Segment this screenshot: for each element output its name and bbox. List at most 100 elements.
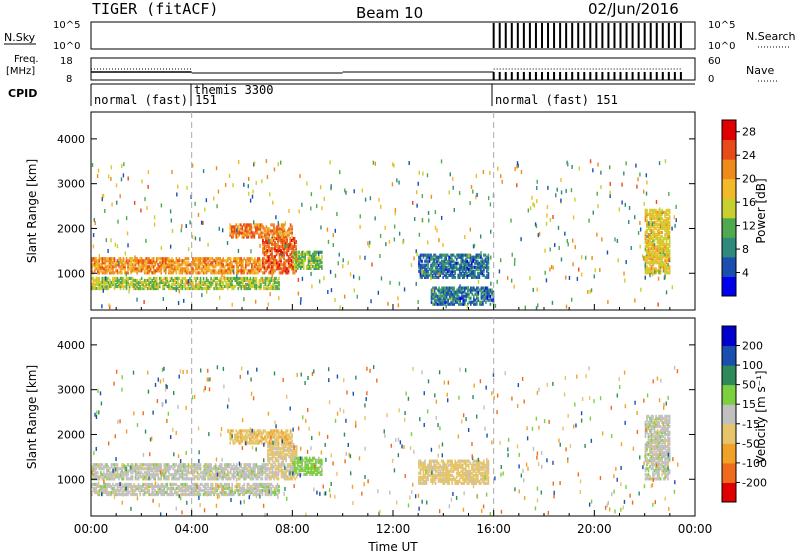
scatter-cell [246, 227, 248, 231]
scatter-cell [109, 473, 111, 477]
scatter-cell [128, 267, 131, 271]
scatter-cell [151, 286, 153, 291]
scatter-cell [104, 263, 107, 267]
scatter-cell [137, 263, 140, 267]
scatter-cell [281, 243, 284, 247]
scatter-cell [220, 280, 223, 285]
scatter-cell [464, 273, 467, 277]
scatter-cell [152, 477, 155, 481]
scatter-cell [226, 269, 229, 273]
scatter-cell [166, 469, 169, 473]
scatter-cell [181, 269, 184, 273]
scatter-cell [187, 286, 190, 291]
scatter-cell [133, 269, 135, 273]
scatter-cell [113, 286, 116, 291]
scatter-cell [247, 231, 250, 235]
scatter-cell [155, 471, 158, 475]
scatter-cell [158, 484, 161, 489]
scatter-cell [168, 282, 170, 287]
scatter-cell [131, 257, 134, 261]
scatter-cell [487, 261, 490, 265]
scatter-cell [483, 286, 486, 290]
scatter-cell [275, 280, 277, 285]
scatter-cell [478, 267, 481, 271]
scatter-cell [650, 208, 653, 212]
scatter-cell [91, 269, 93, 273]
scatter-cell [470, 288, 472, 292]
scatter-cell [652, 238, 654, 243]
scatter-cell [402, 240, 404, 245]
scatter-cell [168, 265, 170, 269]
scatter-cell [239, 223, 242, 227]
scatter-cell [110, 484, 113, 489]
scatter-cell [460, 259, 463, 263]
scatter-cell [301, 260, 303, 264]
scatter-cell [177, 262, 179, 267]
scatter-cell [143, 261, 146, 265]
scatter-cell [106, 492, 108, 497]
scatter-cell [282, 225, 284, 229]
scatter-cell [243, 475, 246, 479]
scatter-cell [580, 255, 583, 260]
scatter-cell [469, 253, 472, 257]
scatter-cell [207, 467, 209, 471]
scatter-cell [567, 242, 569, 247]
scatter-cell [256, 223, 259, 227]
scatter-cell [668, 210, 671, 214]
scatter-cell [148, 471, 150, 475]
scatter-cell [94, 261, 96, 265]
scatter-cell [121, 469, 123, 473]
scatter-cell [459, 296, 462, 300]
scatter-cell [218, 295, 221, 300]
scatter-cell [260, 282, 262, 287]
scatter-cell [476, 292, 478, 296]
scatter-cell [291, 451, 293, 455]
nave-tick-top: 60 [708, 56, 721, 67]
scatter-cell [288, 463, 290, 467]
scatter-cell [270, 229, 272, 233]
scatter-cell [450, 286, 452, 290]
scatter-cell [319, 258, 322, 262]
scatter-cell [623, 271, 625, 276]
scatter-cell [273, 451, 275, 455]
scatter-cell [271, 243, 273, 247]
scatter-cell [192, 267, 194, 271]
scatter-cell [248, 284, 250, 289]
scatter-cell [137, 465, 140, 469]
scatter-cell [149, 492, 152, 497]
scatter-cell [172, 269, 175, 273]
scatter-cell [174, 471, 176, 475]
scatter-cell [205, 259, 208, 263]
scatter-cell [106, 475, 108, 479]
scatter-cell [468, 292, 471, 296]
scatter-cell [125, 261, 128, 265]
scatter-cell [266, 251, 269, 255]
scatter-cell [133, 267, 135, 271]
scatter-cell [169, 465, 172, 469]
scatter-cell [480, 290, 483, 294]
scatter-cell [139, 465, 141, 469]
scatter-cell [134, 282, 137, 287]
scatter-cell [190, 463, 193, 467]
scatter-cell [91, 267, 93, 271]
scatter-cell [311, 260, 314, 264]
scatter-cell [175, 261, 178, 265]
scatter-cell [292, 258, 294, 262]
scatter-cell [249, 269, 252, 273]
scatter-cell [142, 286, 144, 291]
scatter-cell [210, 477, 212, 481]
scatter-cell [655, 269, 657, 273]
scatter-cell [204, 471, 206, 475]
scatter-cell [140, 208, 142, 213]
scatter-cell [101, 304, 103, 309]
scatter-cell [471, 300, 474, 304]
scatter-cell [134, 471, 137, 475]
scatter-cell [647, 226, 650, 231]
scatter-cell [294, 449, 296, 453]
scatter-cell [419, 267, 422, 271]
scatter-cell [617, 258, 619, 263]
scatter-cell [131, 465, 134, 469]
scatter-cell [473, 243, 476, 248]
scatter-cell [249, 284, 252, 289]
scatter-cell [127, 484, 129, 489]
